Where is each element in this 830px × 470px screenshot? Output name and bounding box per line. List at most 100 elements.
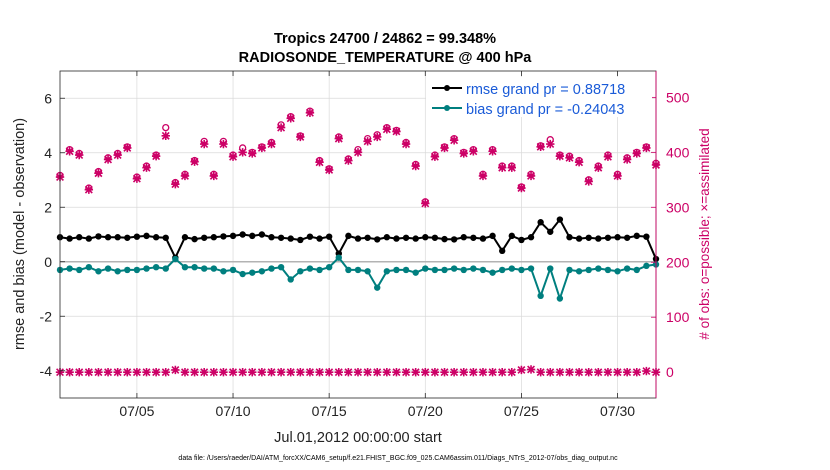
obs-count-baseline-marker-44	[478, 367, 488, 377]
right-tick-label-2: 200	[666, 254, 690, 270]
bias-point-32	[364, 268, 371, 275]
rmse-point-24	[287, 235, 294, 242]
bias-point-52	[556, 295, 564, 302]
obs-count-baseline-marker-13	[180, 367, 190, 377]
obs-assimilated-marker-34	[382, 125, 392, 134]
right-tick-label-0: 0	[666, 364, 674, 380]
bias-point-45	[489, 269, 496, 276]
obs-count-baseline-marker-51	[546, 367, 555, 377]
obs-count-baseline-marker-15	[199, 367, 209, 377]
y-tick-label-5: 6	[44, 90, 52, 106]
y-axis-label: rmse and bias (model - observation)	[12, 118, 28, 350]
obs-assimilated-marker-54	[574, 158, 584, 167]
obs-assimilated-marker-29	[334, 134, 343, 143]
obs-assimilated-marker-57	[603, 152, 613, 161]
bias-point-10	[152, 264, 160, 271]
obs-count-baseline-marker-1	[65, 367, 74, 377]
rmse-point-42	[460, 234, 467, 241]
bias-point-20	[249, 269, 256, 276]
obs-count-baseline-marker-32	[363, 367, 372, 377]
obs-count-baseline-marker-19	[238, 367, 247, 377]
obs-count-baseline-marker-2	[75, 367, 84, 377]
obs-count-baseline-marker-29	[334, 367, 343, 377]
obs-assimilated-marker-42	[459, 149, 468, 158]
rmse-point-61	[643, 233, 650, 240]
obs-assimilated-marker-44	[478, 171, 488, 181]
y-tick-label-3: 2	[44, 199, 52, 215]
right-tick-label-1: 100	[666, 309, 690, 325]
bias-point-59	[623, 265, 631, 272]
series-bias	[56, 254, 660, 302]
rmse-point-11	[162, 234, 169, 241]
bias-point-41	[450, 265, 458, 272]
obs-count-baseline-marker-60	[632, 367, 641, 377]
obs-possible-marker-11	[162, 123, 170, 132]
bias-point-50	[537, 292, 544, 300]
y-tick-label-4: 4	[44, 145, 52, 161]
obs-assimilated-marker-13	[180, 171, 190, 181]
obs-assimilated-marker-61	[642, 143, 651, 153]
rmse-point-7	[124, 234, 131, 241]
rmse-point-8	[133, 233, 141, 240]
obs-count-baseline-marker-16	[209, 367, 219, 377]
obs-assimilated-marker-45	[488, 147, 497, 156]
right-axis-label: # of obs: o=possible; ×=assimilated	[697, 128, 712, 339]
obs-assimilated-marker-31	[353, 148, 363, 157]
obs-assimilated-marker-22	[267, 139, 276, 149]
right-axis-ticks: 0 100 200 300 400 500	[651, 71, 690, 398]
bias-point-23	[277, 264, 285, 271]
bias-point-40	[441, 266, 448, 274]
series-layer	[55, 107, 661, 377]
rmse-point-5	[104, 234, 112, 241]
obs-count-baseline-marker-58	[613, 367, 622, 377]
rmse-point-27	[316, 235, 323, 242]
obs-count-baseline-marker-56	[594, 367, 603, 377]
obs-count-baseline-marker-36	[401, 367, 411, 377]
obs-assimilated-marker-18	[228, 152, 238, 161]
bias-point-30	[345, 266, 352, 274]
rmse-point-14	[191, 235, 198, 243]
rmse-point-2	[76, 234, 83, 241]
obs-count-baseline-marker-42	[459, 367, 468, 377]
bias-point-33	[374, 284, 381, 291]
obs-count-baseline-marker-35	[392, 367, 401, 377]
bias-point-49	[527, 265, 535, 272]
obs-assimilated-marker-60	[632, 149, 641, 158]
obs-assimilated-marker-6	[113, 150, 122, 160]
obs-count-baseline-marker-54	[574, 367, 584, 377]
obs-count-baseline-marker-34	[382, 367, 392, 377]
obs-assimilated-marker-27	[315, 158, 324, 167]
bias-point-22	[268, 265, 275, 272]
rmse-point-26	[306, 233, 314, 240]
rmse-point-4	[95, 233, 102, 240]
obs-count-baseline-marker-33	[373, 367, 382, 377]
obs-assimilated-marker-23	[276, 123, 286, 132]
rmse-point-41	[450, 236, 458, 243]
series-obs-count-baseline	[55, 365, 661, 377]
obs-assimilated-marker-19	[238, 148, 247, 157]
bias-point-11	[162, 265, 169, 272]
obs-count-baseline-marker-4	[94, 367, 103, 377]
rmse-point-23	[277, 234, 285, 241]
x-tick-label-3: 07/20	[408, 403, 443, 419]
rmse-point-22	[268, 234, 275, 241]
obs-count-baseline-marker-45	[488, 367, 497, 377]
rmse-point-20	[249, 232, 256, 240]
y-tick-label-2: 0	[44, 254, 52, 270]
bias-point-35	[393, 266, 400, 274]
obs-count-baseline-marker-47	[507, 367, 517, 377]
rmse-point-57	[604, 234, 612, 241]
rmse-point-32	[364, 234, 371, 241]
legend-label-rmse: rmse grand pr = 0.88718	[466, 82, 625, 98]
obs-count-baseline-marker-8	[132, 367, 142, 377]
bias-point-13	[181, 264, 189, 271]
legend-marker-rmse	[444, 85, 450, 91]
obs-assimilated-marker-51	[546, 139, 555, 149]
obs-count-baseline-marker-22	[267, 367, 276, 377]
bias-point-19	[239, 270, 246, 278]
rmse-point-50	[537, 219, 544, 226]
bias-point-21	[258, 268, 266, 275]
rmse-point-10	[152, 234, 160, 241]
obs-count-baseline-marker-61	[642, 366, 651, 376]
